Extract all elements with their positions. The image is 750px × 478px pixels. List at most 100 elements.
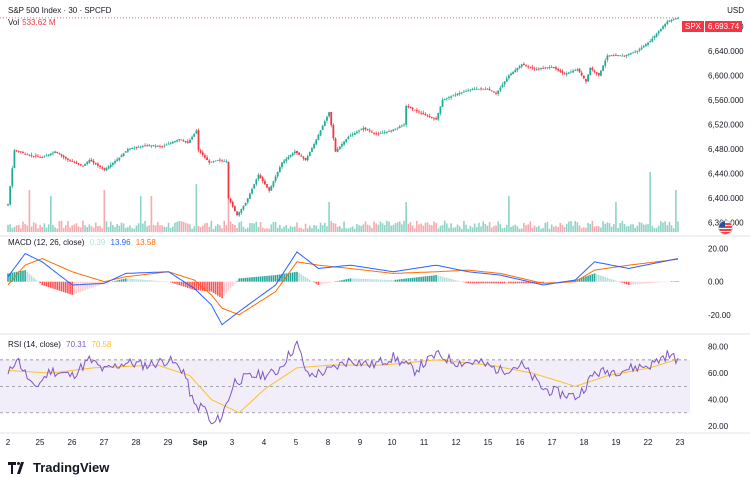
volume-bar — [538, 225, 540, 232]
candle — [565, 71, 568, 77]
candle — [22, 150, 24, 154]
candle — [608, 55, 611, 57]
volume-bar — [561, 224, 564, 232]
volume-bar — [612, 224, 615, 232]
volume-bar — [649, 172, 651, 232]
macd-histogram-bar — [75, 281, 78, 294]
candle — [664, 23, 667, 29]
volume-bar — [242, 226, 245, 232]
macd-histogram-bar — [129, 278, 131, 282]
volume-bar — [379, 221, 382, 232]
macd-histogram-bar — [398, 279, 401, 282]
macd-histogram-bar — [225, 281, 228, 294]
macd-histogram-bar — [358, 278, 360, 282]
volume-bar — [666, 225, 669, 232]
candle — [497, 90, 500, 97]
volume-bar — [35, 223, 37, 232]
candle — [293, 149, 296, 156]
candle — [642, 44, 645, 49]
symbol-title[interactable]: S&P 500 Index · 30 · SPCFD — [8, 6, 112, 15]
macd-histogram-bar — [520, 281, 523, 284]
macd-histogram-bar — [253, 277, 255, 282]
macd-histogram-bar — [405, 278, 407, 282]
volume-bar — [441, 225, 444, 232]
candle — [456, 93, 459, 97]
volume-bar — [289, 226, 292, 232]
time-tick-label: 19 — [611, 438, 621, 447]
macd-histogram-bar — [416, 277, 418, 282]
macd-histogram-bar — [35, 279, 37, 282]
macd-histogram-bar — [604, 277, 607, 282]
candle — [97, 162, 99, 168]
candle — [563, 71, 566, 75]
candle — [610, 54, 613, 57]
volume-bar — [422, 225, 425, 232]
candle — [174, 140, 176, 143]
candle — [56, 151, 59, 154]
volume-bar — [510, 226, 512, 232]
rsi-line — [7, 339, 679, 425]
candle — [321, 124, 324, 131]
volume-bar — [32, 222, 35, 232]
macd-histogram-bar — [15, 271, 18, 282]
candle — [73, 160, 76, 164]
macd-histogram-bar — [56, 281, 59, 290]
macd-histogram-bar — [424, 276, 427, 282]
macd-histogram-bar — [499, 281, 502, 284]
volume-bar — [302, 228, 305, 232]
macd-histogram-bar — [26, 271, 29, 282]
volume-bar — [276, 227, 279, 232]
volume-bar — [154, 225, 157, 232]
candle — [430, 116, 433, 119]
tradingview-logo[interactable]: TradingView — [8, 460, 109, 475]
tradingview-logo-icon — [8, 461, 24, 474]
rsi-ma-value: 70.58 — [91, 340, 112, 349]
macd-histogram-bar — [403, 278, 405, 282]
price-tick-label: 6,400.000 — [708, 194, 744, 203]
volume-bar — [124, 227, 127, 232]
macd-histogram-bar — [167, 281, 170, 283]
candle — [84, 163, 86, 166]
macd-histogram-bar — [580, 277, 583, 282]
volume-bar — [298, 227, 300, 232]
macd-histogram-bar — [523, 281, 525, 284]
macd-histogram-bar — [28, 273, 31, 282]
macd-histogram-bar — [375, 279, 377, 282]
volume-bar — [204, 223, 206, 232]
macd-histogram-bar — [206, 281, 208, 292]
candle — [90, 157, 93, 162]
volume-bar — [133, 228, 136, 232]
candle — [403, 123, 405, 128]
macd-histogram-bar — [437, 275, 440, 282]
macd-histogram-bar — [411, 277, 414, 282]
macd-histogram-bar — [90, 281, 93, 288]
macd-histogram-bar — [544, 281, 547, 284]
macd-histogram-bar — [289, 272, 292, 282]
volume-bar — [328, 202, 330, 232]
macd-histogram-bar — [655, 281, 658, 283]
macd-line — [7, 251, 679, 326]
candle — [289, 154, 292, 158]
candle — [300, 153, 303, 157]
price-tick-label: 6,480.000 — [708, 145, 744, 154]
volume-bar — [309, 225, 311, 232]
volume-bar — [576, 222, 579, 232]
rsi-legend[interactable]: RSI (14, close) 70.31 70.58 — [8, 340, 112, 349]
macd-histogram-bar — [341, 280, 343, 282]
candle — [375, 131, 378, 136]
candle — [159, 144, 161, 149]
volume-bar — [473, 223, 476, 232]
volume-bar — [670, 225, 673, 232]
macd-legend[interactable]: MACD (12, 26, close) 0.39 13.96 13.58 — [8, 238, 156, 247]
candle — [219, 157, 221, 163]
candle — [467, 88, 470, 92]
volume-bar — [529, 221, 532, 232]
macd-histogram-bar — [219, 281, 221, 297]
volume-bar — [343, 221, 345, 232]
macd-histogram-bar — [77, 281, 80, 293]
time-tick-label: 3 — [229, 438, 235, 447]
macd-histogram-bar — [662, 281, 664, 283]
candle — [677, 16, 679, 20]
volume-bar — [563, 227, 566, 232]
